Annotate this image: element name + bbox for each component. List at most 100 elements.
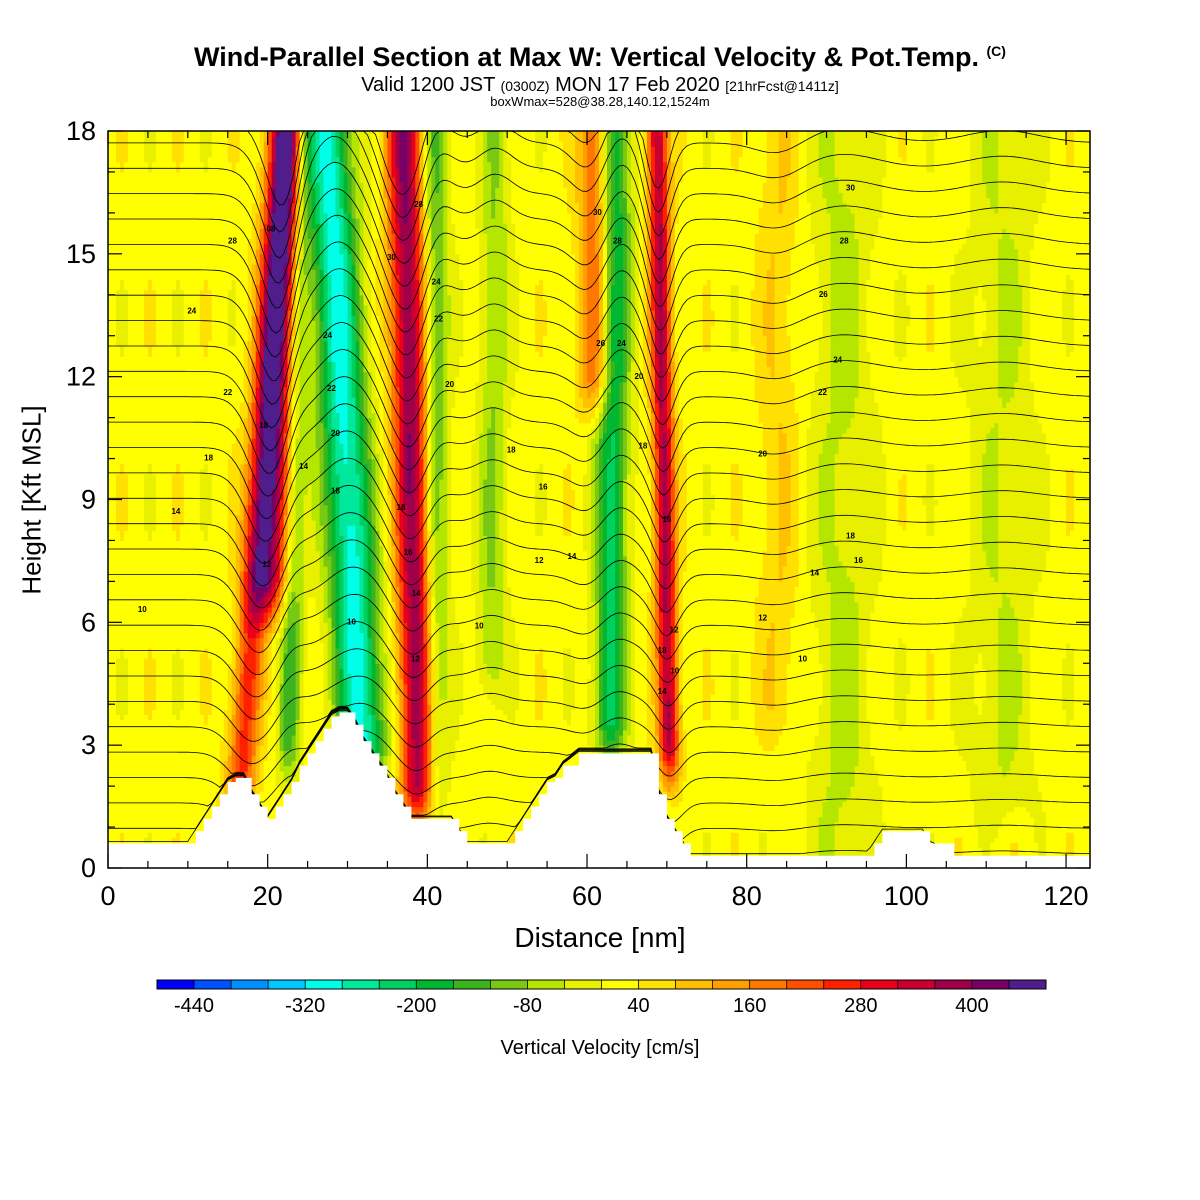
theta-contour-label: 16 — [539, 482, 548, 491]
theta-contour-label: 24 — [432, 278, 441, 287]
colorbar-swatch — [305, 980, 343, 989]
theta-contour-line — [108, 403, 1091, 520]
theta-contour-line — [108, 188, 1091, 334]
theta-contour-label: 16 — [662, 515, 671, 524]
theta-contour-line — [108, 675, 1091, 742]
theta-contour-label: 26 — [596, 339, 605, 348]
theta-contour-label: 22 — [223, 388, 232, 397]
y-tick-label: 6 — [81, 607, 96, 637]
subtitle-valid: Valid 1200 JST — [361, 74, 495, 96]
x-tick-label: 80 — [732, 881, 762, 911]
x-tick-label: 0 — [100, 881, 115, 911]
theta-contour-label: 14 — [567, 552, 576, 561]
x-tick-label: 120 — [1044, 881, 1089, 911]
theta-contour-label: 20 — [445, 380, 454, 389]
theta-contour-line — [108, 130, 1091, 259]
theta-contour-label: 22 — [434, 314, 443, 323]
colorbar-swatch — [1008, 980, 1047, 989]
theta-contour-label: 18 — [846, 532, 855, 541]
theta-contour-label: 24 — [833, 355, 842, 364]
theta-contour-label: 28 — [228, 237, 237, 246]
theta-contour-line — [108, 706, 1091, 787]
theta-contour-label: 12 — [411, 654, 420, 663]
colorbar-swatch — [453, 980, 491, 989]
theta-contour-line — [108, 430, 1091, 542]
velocity-field — [108, 131, 1091, 869]
x-tick-label: 20 — [253, 881, 283, 911]
theta-contour-label: 08 — [266, 224, 275, 233]
theta-contour-line — [108, 484, 1091, 587]
theta-contour-label: 16 — [404, 548, 413, 557]
theta-contour-label: 14 — [658, 687, 667, 696]
subtitle-forecast: [21hrFcst@1411z] — [725, 78, 839, 94]
theta-contour-label: 18 — [397, 503, 406, 512]
theta-contour-label: 10 — [798, 654, 807, 663]
colorbar-tick-label: -440 — [174, 995, 214, 1017]
y-tick-label: 15 — [66, 239, 96, 269]
theta-contour-label: 10 — [670, 667, 679, 676]
colorbar-tick-label: 160 — [733, 995, 766, 1017]
y-axis-label-text: Height [Kft MSL] — [17, 405, 48, 594]
colorbar-swatch — [823, 980, 862, 989]
x-tick-label: 100 — [884, 881, 929, 911]
colorbar-swatch — [675, 980, 713, 989]
colorbar-swatch — [786, 980, 825, 989]
y-tick-label: 3 — [81, 730, 96, 760]
colorbar-title: Vertical Velocity [cm/s] — [0, 1037, 1200, 1060]
colorbar-swatch — [860, 980, 899, 989]
theta-contour-line — [108, 457, 1091, 565]
colorbar-swatch — [268, 980, 306, 989]
x-tick-label: 40 — [412, 881, 442, 911]
theta-contour-label: 18 — [507, 446, 516, 455]
theta-contour-line — [108, 707, 1090, 803]
theta-contour-label: 26 — [819, 290, 828, 299]
theta-contour-label: 10 — [138, 605, 147, 614]
theta-contour-line — [108, 241, 1091, 382]
theta-contour-line — [108, 621, 1091, 698]
theta-contour-label: 18 — [638, 441, 647, 450]
chart-subtitle-box-wmax: boxWmax=528@38.28,140.12,1524m — [0, 94, 1200, 109]
theta-contour-label: 24 — [323, 331, 332, 340]
theta-contour-line — [108, 512, 1091, 609]
colorbar-tick-label: -80 — [513, 995, 542, 1017]
colorbar-swatch — [157, 980, 195, 989]
theta-contour-label: 16 — [854, 556, 863, 565]
theta-contour-label: 24 — [617, 339, 626, 348]
colorbar-swatch — [231, 980, 269, 989]
colorbar-swatch — [416, 980, 454, 989]
subtitle-date: MON 17 Feb 2020 — [555, 74, 720, 96]
theta-contour-label: 18 — [204, 454, 213, 463]
theta-contour-line — [108, 702, 1091, 765]
y-tick-label: 12 — [66, 362, 96, 392]
y-tick-label: 9 — [81, 485, 96, 515]
theta-contour-label: 22 — [327, 384, 336, 393]
colorbar-swatch — [897, 980, 936, 989]
theta-contour-label: 28 — [840, 237, 849, 246]
theta-contour-line — [108, 214, 1091, 358]
theta-contour-label: 28 — [414, 200, 423, 209]
x-tick-label: 60 — [572, 881, 602, 911]
colorbar-tick-label: -200 — [396, 995, 436, 1017]
colorbar-swatch — [601, 980, 639, 989]
y-tick-label: 18 — [66, 116, 96, 146]
colorbar-swatch — [194, 980, 232, 989]
theta-contours: 10 14 18 22 24 28 08 18 12 14 24 22 20 18 10 30 28 24 22 20… — [108, 130, 1091, 855]
x-axis-label: Distance [nm] — [0, 922, 1200, 954]
theta-contour-label: 20 — [758, 450, 767, 459]
theta-contour-line — [108, 566, 1091, 654]
y-tick-label: 0 — [81, 853, 96, 883]
theta-contour-label: 28 — [613, 237, 622, 246]
theta-contour-line — [108, 130, 1091, 233]
theta-contour-label: 14 — [810, 568, 819, 577]
colorbar-swatch — [342, 980, 380, 989]
colorbar-swatch — [564, 980, 602, 989]
theta-contour-line — [108, 539, 1091, 631]
theta-contour-label: 12 — [758, 613, 767, 622]
theta-contour-label: 14 — [171, 507, 180, 516]
chart-title-text: Wind-Parallel Section at Max W: Vertical… — [194, 42, 979, 72]
colorbar-tick-label: -320 — [285, 995, 325, 1017]
theta-contour-label: 30 — [593, 208, 602, 217]
colorbar-swatch — [638, 980, 676, 989]
colorbar-swatch — [934, 980, 973, 989]
theta-contour-line — [108, 708, 1090, 823]
